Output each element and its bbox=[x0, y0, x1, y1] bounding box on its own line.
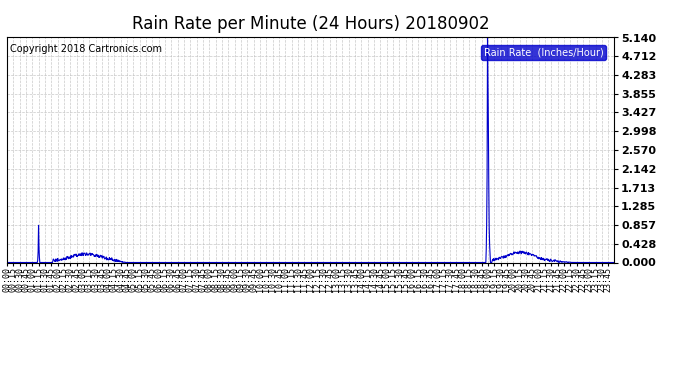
Legend: Rain Rate  (Inches/Hour): Rain Rate (Inches/Hour) bbox=[481, 45, 607, 60]
Rain Rate  (Inches/Hour) bbox=[3, 260, 11, 265]
Rain Rate  (Inches/Hour) bbox=[538, 258, 546, 262]
Rain Rate  (Inches/Hour) bbox=[206, 260, 214, 265]
Rain Rate  (Inches/Hour) bbox=[610, 260, 618, 265]
Rain Rate  (Inches/Hour) bbox=[138, 260, 146, 265]
Text: Copyright 2018 Cartronics.com: Copyright 2018 Cartronics.com bbox=[10, 44, 162, 54]
Title: Rain Rate per Minute (24 Hours) 20180902: Rain Rate per Minute (24 Hours) 20180902 bbox=[132, 15, 489, 33]
Line: Rain Rate  (Inches/Hour): Rain Rate (Inches/Hour) bbox=[7, 38, 614, 262]
Rain Rate  (Inches/Hour) bbox=[123, 260, 131, 265]
Rain Rate  (Inches/Hour) bbox=[405, 260, 413, 265]
Rain Rate  (Inches/Hour) bbox=[484, 182, 493, 186]
Rain Rate  (Inches/Hour) bbox=[484, 35, 492, 40]
